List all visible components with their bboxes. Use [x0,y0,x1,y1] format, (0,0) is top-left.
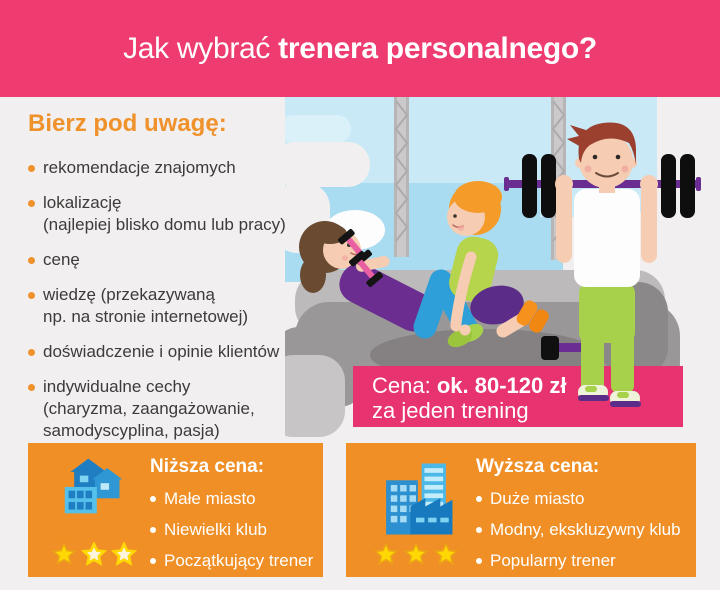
list-item-line: (charyzma, zaangażowanie, [43,399,255,418]
price-banner: Cena: ok. 80-120 zł za jeden trening [353,366,683,427]
list-item: Małe miasto [150,489,319,509]
list-item-line: rekomendacje znajomych [43,158,236,177]
list-item: Początkujący trener [150,551,319,571]
list-item-line: cenę [43,250,80,269]
considerations-section: Bierz pod uwagę: rekomendacje znajomych … [28,110,300,455]
higher-price-box: Wyższa cena: Duże miasto Modny, ekskluzy… [346,443,696,577]
list-item-line: doświadczenie i opinie klientów [43,342,280,361]
bullet-dot [28,200,35,207]
list-item: doświadczenie i opinie klientów [28,341,300,363]
page-title: Jak wybrać trenera personalnego? [123,32,597,66]
star-icon [434,542,458,565]
star-icon [111,542,137,566]
price-line-1: Cena: ok. 80-120 zł [372,373,683,398]
list-item-line: wiedzę (przekazywaną [43,285,215,304]
considerations-list: rekomendacje znajomych lokalizację (najl… [28,157,300,442]
list-item: rekomendacje znajomych [28,157,300,179]
list-item-label: Małe miasto [164,489,256,508]
star-icon [404,542,428,565]
star-icon [374,542,398,565]
list-item-line: np. na stronie internetowej) [43,307,249,326]
list-item-label: Początkujący trener [164,551,314,570]
header-banner: Jak wybrać trenera personalnego? [0,0,720,97]
higher-price-icon-column [346,443,472,577]
list-item: Duże miasto [476,489,692,509]
lower-price-icon-column [28,443,146,577]
page-title-bold: trenera personalnego? [278,31,597,65]
lower-price-text-column: Niższa cena: Małe miasto Niewielki klub … [146,443,323,577]
list-item: Popularny trener [476,551,692,571]
bullet-dot [476,558,482,564]
price-line-2: za jeden trening [372,398,529,423]
bullet-dot [476,527,482,533]
star-rating [51,542,137,567]
trainer-kneeling [447,181,549,338]
list-item-line: lokalizację [43,193,122,212]
list-item-label: Duże miasto [490,489,585,508]
considerations-heading: Bierz pod uwagę: [28,110,227,137]
bullet-dot [28,349,35,356]
list-item: Niewielki klub [150,520,319,540]
bullet-dot [150,496,156,502]
list-item: wiedzę (przekazywaną np. na stronie inte… [28,284,300,328]
bullet-dot [28,257,35,264]
list-item-label: Modny, ekskluzywny klub [490,520,681,539]
list-item: cenę [28,249,300,271]
list-item-label: Niewielki klub [164,520,267,539]
bullet-dot [150,558,156,564]
list-item-label: Popularny trener [490,551,616,570]
big-city-icon [386,463,453,535]
bullet-dot [28,292,35,299]
list-item-line: samodyscyplina, pasja) [43,421,220,440]
higher-price-text-column: Wyższa cena: Duże miasto Modny, ekskluzy… [472,443,696,577]
list-item: lokalizację (najlepiej blisko domu lub p… [28,192,300,236]
bullet-dot [28,384,35,391]
star-icon [81,542,107,566]
bullet-dot [150,527,156,533]
list-item: indywidualne cechy (charyzma, zaangażowa… [28,376,300,442]
lower-price-box: Niższa cena: Małe miasto Niewielki klub … [28,443,323,577]
bullet-dot [28,165,35,172]
woman-situps [299,210,484,348]
star-rating [373,542,459,567]
truss-tower [551,97,566,260]
truss-tower [394,97,409,257]
small-town-icon [64,458,123,514]
price-value: ok. 80-120 zł [436,373,567,398]
star-icon [52,542,76,565]
page-title-regular: Jak wybrać [123,31,279,65]
list-item: Modny, ekskluzywny klub [476,520,692,540]
list-item-line: (najlepiej blisko domu lub pracy) [43,215,286,234]
list-item-line: indywidualne cechy [43,377,191,396]
bullet-dot [476,496,482,502]
higher-price-title: Wyższa cena: [476,456,600,477]
price-label: Cena: [372,373,437,398]
lower-price-title: Niższa cena: [150,456,265,477]
hand-dumbbell-icon [348,251,384,287]
